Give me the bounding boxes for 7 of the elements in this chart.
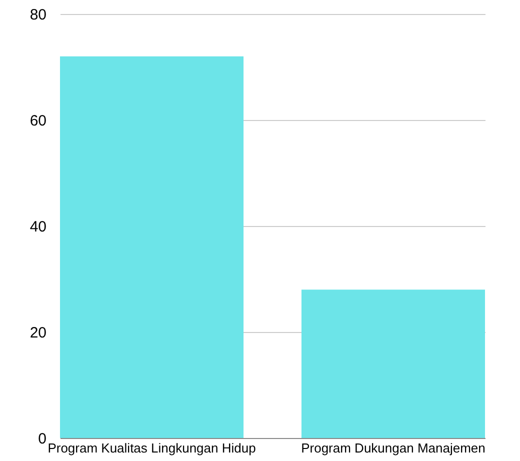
x-tick-label: Program Dukungan Manajemen — [301, 440, 486, 456]
y-tick-label: 80 — [30, 6, 46, 24]
y-tick-label: 60 — [30, 112, 46, 130]
y-tick-label: 40 — [30, 218, 46, 236]
y-tick-label: 0 — [38, 430, 46, 448]
y-tick-label: 20 — [30, 324, 46, 342]
x-tick-label: Program Kualitas Lingkungan Hidup — [48, 440, 256, 456]
